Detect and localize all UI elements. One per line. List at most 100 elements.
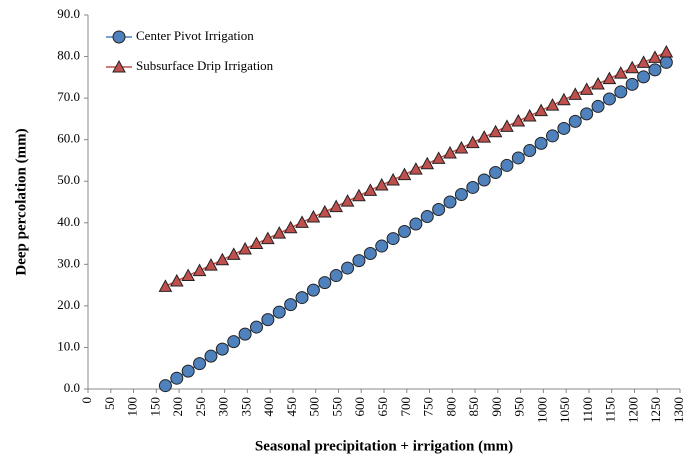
marker bbox=[295, 291, 309, 305]
marker bbox=[568, 87, 583, 100]
x-tick-label: 100 bbox=[125, 397, 140, 417]
marker bbox=[341, 261, 355, 275]
marker bbox=[580, 107, 594, 121]
marker bbox=[591, 99, 605, 113]
y-tick-label: 40.0 bbox=[57, 214, 80, 229]
marker bbox=[238, 241, 252, 255]
marker bbox=[500, 119, 514, 132]
y-tick-label: 70.0 bbox=[57, 89, 80, 104]
x-tick-label: 850 bbox=[466, 397, 481, 417]
marker bbox=[215, 342, 229, 356]
marker bbox=[443, 145, 457, 159]
marker bbox=[318, 276, 332, 290]
marker bbox=[409, 217, 423, 231]
marker bbox=[193, 357, 207, 371]
x-tick-label: 1050 bbox=[557, 397, 572, 423]
marker bbox=[169, 273, 184, 287]
marker bbox=[637, 70, 651, 84]
marker bbox=[432, 202, 446, 216]
marker bbox=[261, 313, 275, 327]
x-tick-label: 1200 bbox=[625, 397, 640, 423]
marker bbox=[238, 327, 252, 341]
y-tick-label: 80.0 bbox=[57, 48, 80, 63]
y-tick-label: 90.0 bbox=[57, 6, 80, 21]
marker bbox=[534, 103, 548, 117]
x-tick-label: 650 bbox=[375, 397, 390, 417]
marker bbox=[295, 215, 309, 228]
marker bbox=[636, 55, 651, 68]
marker bbox=[477, 130, 492, 143]
marker bbox=[522, 108, 537, 122]
marker bbox=[340, 194, 355, 207]
marker bbox=[181, 268, 196, 282]
marker bbox=[329, 199, 344, 213]
marker bbox=[352, 188, 366, 202]
marker bbox=[397, 167, 412, 181]
marker bbox=[226, 247, 241, 260]
marker bbox=[625, 60, 640, 74]
marker bbox=[523, 143, 537, 157]
marker bbox=[568, 114, 582, 128]
marker bbox=[284, 298, 298, 312]
marker bbox=[465, 135, 480, 149]
legend-label: Center Pivot Irrigation bbox=[136, 28, 254, 43]
marker bbox=[420, 156, 435, 170]
marker bbox=[227, 335, 241, 349]
x-tick-label: 1100 bbox=[580, 397, 595, 423]
marker bbox=[363, 183, 378, 196]
marker bbox=[409, 162, 423, 175]
marker bbox=[511, 151, 525, 165]
marker bbox=[591, 76, 605, 90]
x-tick-label: 400 bbox=[261, 397, 276, 417]
legend-label: Subsurface Drip Irrigation bbox=[136, 58, 274, 73]
marker bbox=[466, 180, 480, 194]
marker bbox=[534, 136, 548, 150]
marker bbox=[329, 269, 343, 283]
x-tick-label: 500 bbox=[307, 397, 322, 417]
marker bbox=[545, 129, 559, 143]
marker bbox=[261, 231, 275, 245]
marker bbox=[181, 364, 195, 378]
marker bbox=[317, 204, 332, 218]
x-tick-label: 1150 bbox=[603, 397, 618, 423]
marker bbox=[374, 177, 389, 191]
x-tick-label: 200 bbox=[170, 397, 185, 417]
x-tick-label: 150 bbox=[147, 397, 162, 417]
marker bbox=[625, 77, 639, 91]
marker bbox=[386, 232, 400, 246]
marker bbox=[579, 82, 594, 95]
marker bbox=[488, 124, 503, 138]
marker bbox=[306, 209, 321, 223]
marker bbox=[602, 92, 616, 106]
marker bbox=[158, 279, 173, 292]
marker bbox=[204, 349, 218, 363]
y-tick-label: 60.0 bbox=[57, 131, 80, 146]
marker bbox=[272, 305, 286, 319]
x-tick-label: 50 bbox=[102, 397, 117, 410]
x-tick-label: 250 bbox=[193, 397, 208, 417]
marker bbox=[352, 254, 366, 268]
x-tick-label: 750 bbox=[421, 397, 436, 417]
x-tick-label: 1250 bbox=[648, 397, 663, 423]
marker bbox=[170, 371, 184, 385]
marker bbox=[545, 98, 560, 111]
marker bbox=[283, 220, 298, 234]
marker bbox=[454, 188, 468, 202]
marker bbox=[363, 247, 377, 261]
marker bbox=[158, 379, 172, 393]
marker bbox=[648, 63, 662, 77]
marker bbox=[375, 239, 389, 253]
x-tick-label: 1000 bbox=[534, 397, 549, 423]
x-tick-label: 1300 bbox=[671, 397, 686, 423]
x-tick-label: 950 bbox=[512, 397, 527, 417]
marker bbox=[306, 283, 320, 297]
y-tick-label: 10.0 bbox=[57, 338, 80, 353]
x-tick-label: 550 bbox=[329, 397, 344, 417]
y-axis-label: Deep percolation (mm) bbox=[13, 128, 29, 275]
marker bbox=[602, 71, 617, 85]
y-tick-label: 50.0 bbox=[57, 172, 80, 187]
marker bbox=[557, 121, 571, 135]
x-tick-label: 450 bbox=[284, 397, 299, 417]
marker bbox=[511, 113, 526, 127]
x-tick-label: 800 bbox=[443, 397, 458, 417]
